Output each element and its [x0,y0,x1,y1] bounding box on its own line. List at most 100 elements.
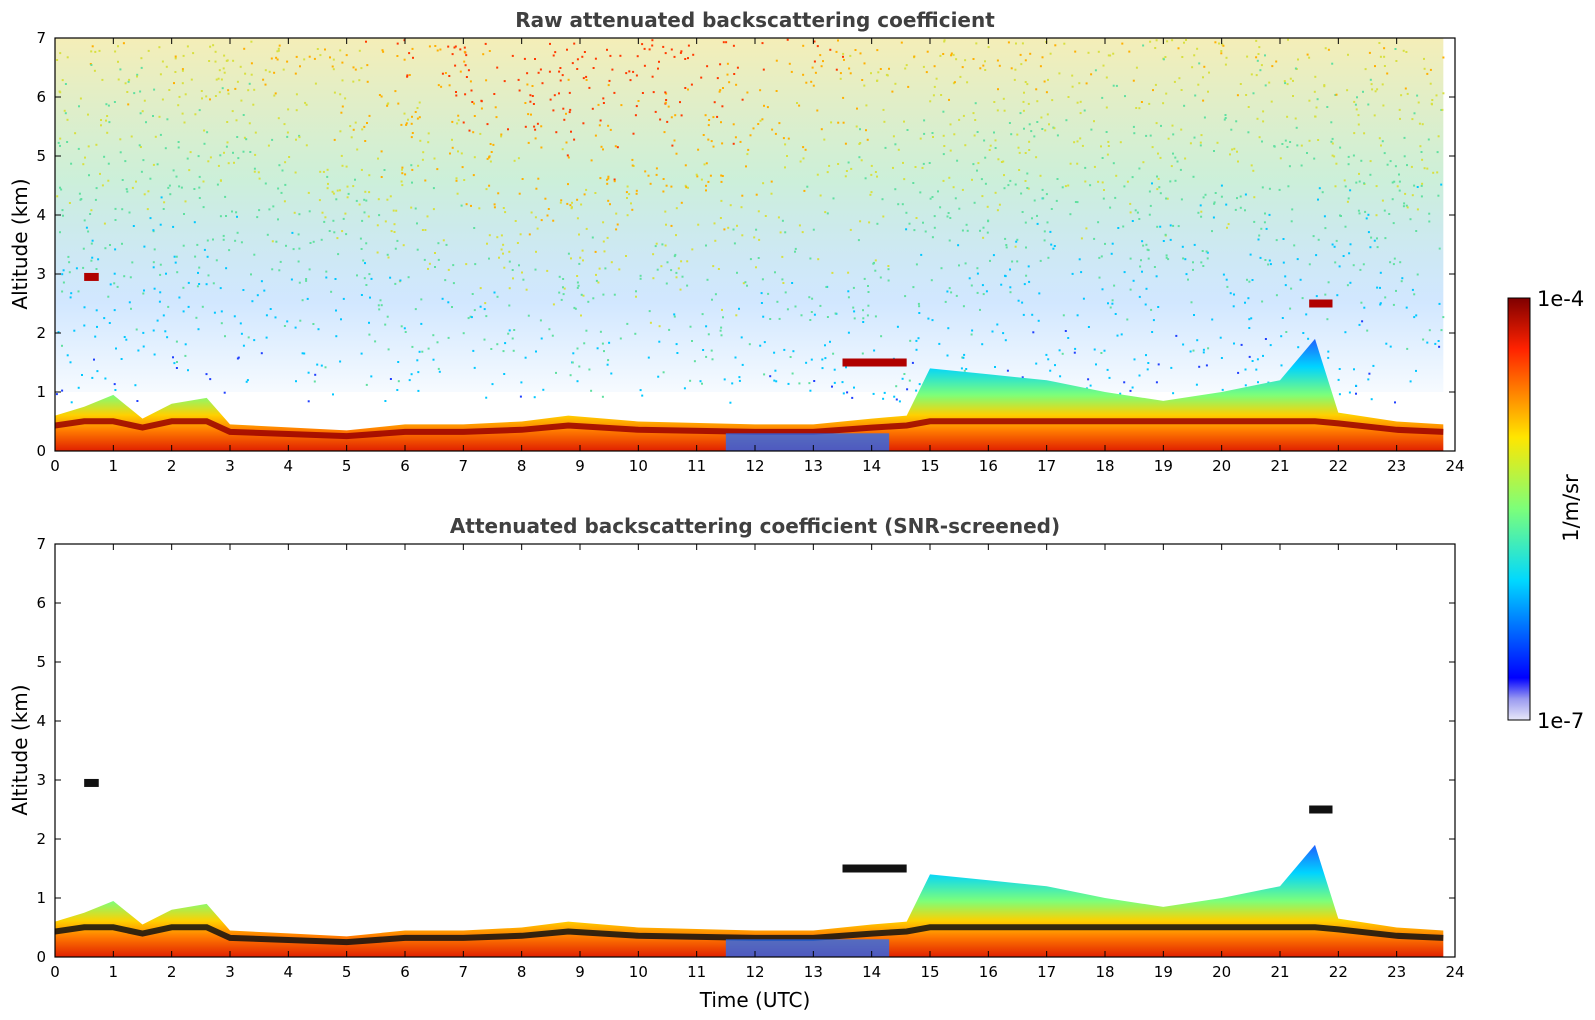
noise-pixel [1016,260,1019,263]
noise-pixel [1224,114,1227,116]
noise-pixel [114,207,117,210]
noise-pixel [576,286,579,289]
noise-pixel [1370,83,1373,86]
noise-pixel [182,54,185,57]
noise-pixel [597,103,600,106]
noise-pixel [1366,329,1369,332]
noise-pixel [1250,164,1253,167]
noise-pixel [1284,284,1287,287]
noise-pixel [602,293,605,296]
noise-pixel [1410,165,1413,168]
noise-pixel [791,372,794,375]
noise-pixel [1007,184,1010,187]
noise-pixel [607,177,610,180]
noise-pixel [1313,90,1316,93]
noise-pixel [670,185,673,188]
noise-pixel [1331,243,1334,246]
noise-pixel [465,54,468,57]
noise-pixel [153,88,156,91]
noise-pixel [763,104,765,107]
noise-pixel [1261,300,1264,303]
noise-pixel [706,65,709,68]
noise-pixel [1162,102,1165,105]
noise-pixel [206,255,209,258]
noise-pixel [352,185,355,188]
noise-pixel [95,309,98,312]
noise-pixel [808,382,811,385]
noise-pixel [1427,138,1430,141]
noise-pixel [816,173,819,176]
noise-pixel [620,104,623,107]
noise-pixel [917,337,920,340]
noise-pixel [493,203,496,206]
noise-pixel [822,60,824,63]
noise-pixel [901,203,904,206]
noise-pixel [939,206,942,209]
noise-pixel [319,54,322,57]
noise-pixel [1085,82,1088,85]
noise-pixel [502,252,504,255]
noise-pixel [673,55,676,58]
noise-pixel [115,347,117,350]
noise-pixel [486,157,489,160]
noise-pixel [1331,142,1334,145]
noise-pixel [616,223,619,226]
noise-pixel [710,349,713,352]
x-tick-label: 19 [1154,457,1173,475]
noise-pixel [352,80,355,83]
noise-pixel [216,183,219,186]
noise-pixel [119,68,122,71]
noise-pixel [1442,56,1445,59]
noise-pixel [1111,299,1114,302]
noise-pixel [580,314,582,317]
noise-pixel [679,101,681,104]
noise-pixel [582,122,585,125]
noise-pixel [62,269,65,272]
noise-pixel [456,122,459,125]
noise-pixel [500,135,503,138]
x-tick-label: 8 [517,963,527,981]
noise-pixel [813,380,816,382]
noise-pixel [436,168,439,171]
noise-pixel [1338,368,1341,370]
noise-pixel [61,209,64,212]
noise-pixel [971,329,974,332]
noise-pixel [921,166,924,169]
noise-pixel [810,311,813,313]
noise-pixel [363,277,366,280]
noise-pixel [631,208,634,211]
noise-pixel [273,94,276,97]
noise-pixel [1375,214,1378,217]
noise-pixel [1009,286,1012,289]
noise-pixel [1119,392,1122,395]
noise-pixel [983,139,986,142]
noise-pixel [1142,44,1145,47]
noise-pixel [1396,185,1399,188]
noise-pixel [1202,348,1205,351]
noise-pixel [174,55,177,58]
noise-pixel [219,215,222,218]
noise-pixel [591,107,594,110]
noise-pixel [1416,273,1419,276]
noise-pixel [1257,238,1260,241]
noise-pixel [1395,60,1398,62]
noise-pixel [1145,134,1148,137]
noise-pixel [358,203,361,206]
noise-pixel [184,93,187,96]
noise-pixel [1009,179,1012,182]
noise-pixel [740,206,743,209]
noise-pixel [891,90,894,93]
noise-pixel [664,101,667,104]
noise-pixel [720,334,723,337]
x-tick-label: 11 [687,963,706,981]
noise-pixel [819,194,822,197]
noise-pixel [1152,89,1154,92]
noise-pixel [522,278,525,281]
noise-pixel [190,78,193,81]
noise-pixel [721,175,724,177]
noise-pixel [626,197,628,199]
noise-pixel [1183,104,1186,107]
noise-pixel [915,348,918,351]
noise-pixel [447,268,450,271]
noise-pixel [817,258,820,261]
